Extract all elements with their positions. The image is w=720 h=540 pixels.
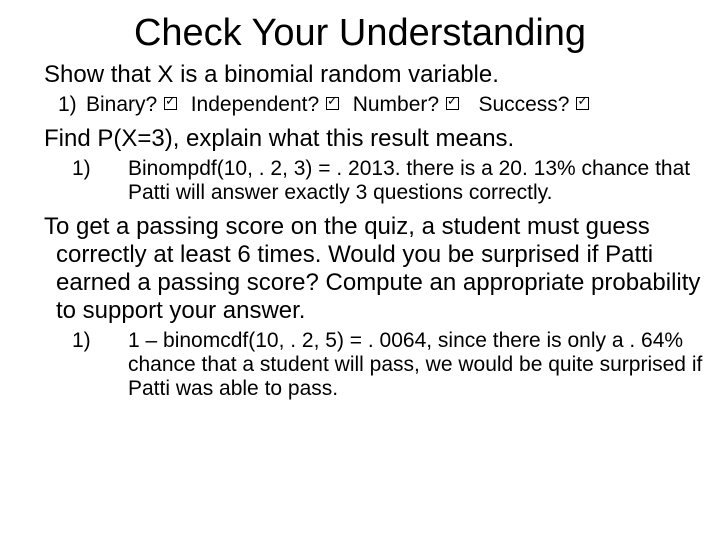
q2-text: Find P(X=3), explain what this result me… xyxy=(44,125,514,152)
q2-sub-text: Binompdf(10, . 2, 3) = . 2013. there is … xyxy=(128,157,690,204)
q1-binary-label: Binary? xyxy=(86,93,157,116)
q3-sub-number: 1) xyxy=(100,329,128,353)
q1-text: Show that X is a binomial random variabl… xyxy=(44,61,499,88)
question-1-sub: 1)Binary? Independent? Number? Success? xyxy=(58,93,704,117)
page-title: Check Your Understanding xyxy=(16,12,704,55)
q1-independent-label: Independent? xyxy=(191,93,319,116)
question-3: 3)To get a passing score on the quiz, a … xyxy=(16,213,704,325)
question-3-sub: 1)1 – binomcdf(10, . 2, 5) = . 0064, sin… xyxy=(58,329,704,401)
checkbox-icon xyxy=(576,97,589,110)
checkbox-icon xyxy=(446,97,459,110)
q2-number: 2) xyxy=(16,125,44,153)
q3-text: To get a passing score on the quiz, a st… xyxy=(44,213,700,324)
checkbox-icon xyxy=(326,97,339,110)
question-2: 2)Find P(X=3), explain what this result … xyxy=(16,125,704,153)
q3-number: 3) xyxy=(16,213,44,241)
q1-sub-number: 1) xyxy=(58,93,86,117)
q1-number-label: Number? xyxy=(353,93,439,116)
q1-number: 1) xyxy=(16,61,44,89)
q3-sub-text: 1 – binomcdf(10, . 2, 5) = . 0064, since… xyxy=(128,329,702,400)
checkbox-icon xyxy=(164,97,177,110)
question-1: 1)Show that X is a binomial random varia… xyxy=(16,61,704,89)
q2-sub-number: 1) xyxy=(100,157,128,181)
q1-success-label: Success? xyxy=(478,93,569,116)
question-2-sub: 1)Binompdf(10, . 2, 3) = . 2013. there i… xyxy=(58,157,704,205)
